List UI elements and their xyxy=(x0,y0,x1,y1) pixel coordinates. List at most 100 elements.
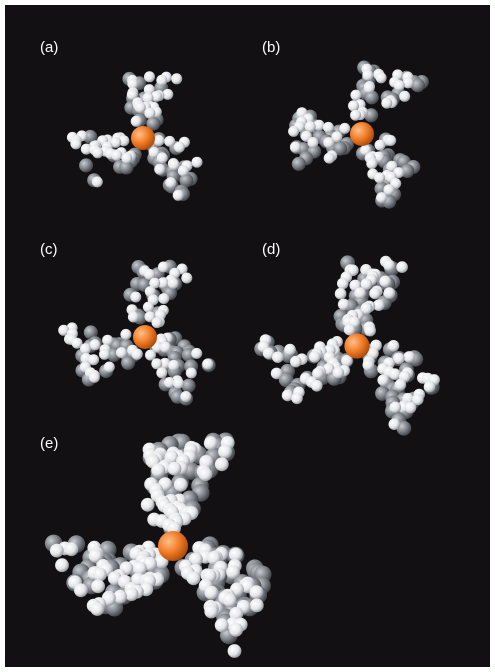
hydrogen-atom xyxy=(424,381,436,393)
hydrogen-atom xyxy=(92,147,103,158)
hydrogen-atom xyxy=(205,586,219,600)
hydrogen-atom xyxy=(116,347,127,358)
carbon-atom xyxy=(182,379,196,393)
hydrogen-atom xyxy=(131,116,142,127)
hydrogen-atom xyxy=(311,380,323,392)
hydrogen-atom xyxy=(215,457,229,471)
hydrogen-atom xyxy=(154,164,165,175)
hydrogen-atom xyxy=(250,599,264,613)
hydrogen-atom xyxy=(403,351,415,363)
hydrogen-atom xyxy=(405,402,417,414)
hydrogen-atom xyxy=(362,70,373,81)
hydrogen-atom xyxy=(335,288,347,300)
hydrogen-atom xyxy=(229,623,243,637)
hydrogen-atom xyxy=(218,445,232,459)
hydrogen-atom xyxy=(158,293,169,304)
figure: (a) (b) (c) (d) (e) xyxy=(0,0,495,672)
hydrogen-atom xyxy=(168,360,179,371)
hydrogen-atom xyxy=(130,292,141,303)
panel-label: (e) xyxy=(40,435,58,452)
hydrogen-atom xyxy=(338,299,350,311)
hydrogen-atom xyxy=(128,312,139,323)
metal-atom xyxy=(131,126,155,150)
hydrogen-atom xyxy=(192,157,203,168)
hydrogen-atom xyxy=(55,558,69,572)
hydrogen-atom xyxy=(171,73,182,84)
hydrogen-atom xyxy=(381,98,392,109)
hydrogen-atom xyxy=(92,176,103,187)
panel-label: (c) xyxy=(40,241,58,258)
hydrogen-atom xyxy=(390,402,402,414)
hydrogen-atom xyxy=(132,349,143,360)
hydrogen-atom xyxy=(199,467,213,481)
hydrogen-atom xyxy=(168,278,179,289)
carbon-atom xyxy=(292,157,306,171)
hydrogen-atom xyxy=(309,351,321,363)
hydrogen-atom xyxy=(376,192,387,203)
hydrogen-atom xyxy=(186,368,197,379)
hydrogen-atom xyxy=(377,374,389,386)
hydrogen-atom xyxy=(323,122,334,133)
metal-atom xyxy=(350,122,374,146)
hydrogen-atom xyxy=(364,82,375,93)
hydrogen-atom xyxy=(344,324,356,336)
hydrogen-atom xyxy=(223,593,237,607)
hydrogen-atom xyxy=(291,393,303,405)
hydrogen-atom xyxy=(399,91,410,102)
panel-label: (a) xyxy=(40,39,58,56)
hydrogen-atom xyxy=(383,259,395,271)
hydrogen-atom xyxy=(158,262,169,273)
hydrogen-atom xyxy=(156,367,167,378)
hydrogen-atom xyxy=(290,142,301,153)
carbon-atom xyxy=(79,158,93,172)
hydrogen-atom xyxy=(144,108,155,119)
hydrogen-atom xyxy=(111,150,122,161)
hydrogen-atom xyxy=(88,354,99,365)
hydrogen-atom xyxy=(90,339,101,350)
hydrogen-atom xyxy=(226,565,240,579)
hydrogen-atom xyxy=(144,71,155,82)
hydrogen-atom xyxy=(141,498,155,512)
hydrogen-atom xyxy=(307,137,318,148)
hydrogen-atom xyxy=(121,153,132,164)
hydrogen-atom xyxy=(169,159,180,170)
hydrogen-atom xyxy=(102,335,113,346)
hydrogen-atom xyxy=(125,587,139,601)
metal-atom xyxy=(158,531,188,561)
hydrogen-atom xyxy=(385,135,396,146)
hydrogen-atom xyxy=(366,158,377,169)
hydrogen-atom xyxy=(389,368,401,380)
hydrogen-atom xyxy=(70,138,81,149)
hydrogen-atom xyxy=(157,152,168,163)
hydrogen-atom xyxy=(337,278,349,290)
hydrogen-atom xyxy=(174,142,185,153)
hydrogen-atom xyxy=(379,276,391,288)
hydrogen-atom xyxy=(99,349,110,360)
hydrogen-atom xyxy=(288,126,299,137)
metal-atom xyxy=(344,333,369,358)
hydrogen-atom xyxy=(168,462,182,476)
hydrogen-atom xyxy=(173,190,184,201)
hydrogen-atom xyxy=(350,90,361,101)
hydrogen-atom xyxy=(271,368,283,380)
hydrogen-atom xyxy=(394,80,405,91)
hydrogen-atom xyxy=(384,287,396,299)
hydrogen-atom xyxy=(272,351,284,363)
hydrogen-atom xyxy=(80,343,91,354)
hydrogen-atom xyxy=(74,583,88,597)
hydrogen-atom xyxy=(363,359,375,371)
hydrogen-atom xyxy=(375,140,386,151)
hydrogen-atom xyxy=(89,372,100,383)
hydrogen-atom xyxy=(202,359,213,370)
hydrogen-atom xyxy=(191,348,202,359)
hydrogen-atom xyxy=(290,356,302,368)
hydrogen-atom xyxy=(178,165,189,176)
hydrogen-atom xyxy=(395,379,407,391)
metal-atom xyxy=(133,325,157,349)
hydrogen-atom xyxy=(120,329,131,340)
panel-label: (b) xyxy=(262,39,280,56)
hydrogen-atom xyxy=(152,317,163,328)
hydrogen-atom xyxy=(180,391,191,402)
hydrogen-atom xyxy=(339,123,350,134)
hydrogen-atom xyxy=(91,579,105,593)
